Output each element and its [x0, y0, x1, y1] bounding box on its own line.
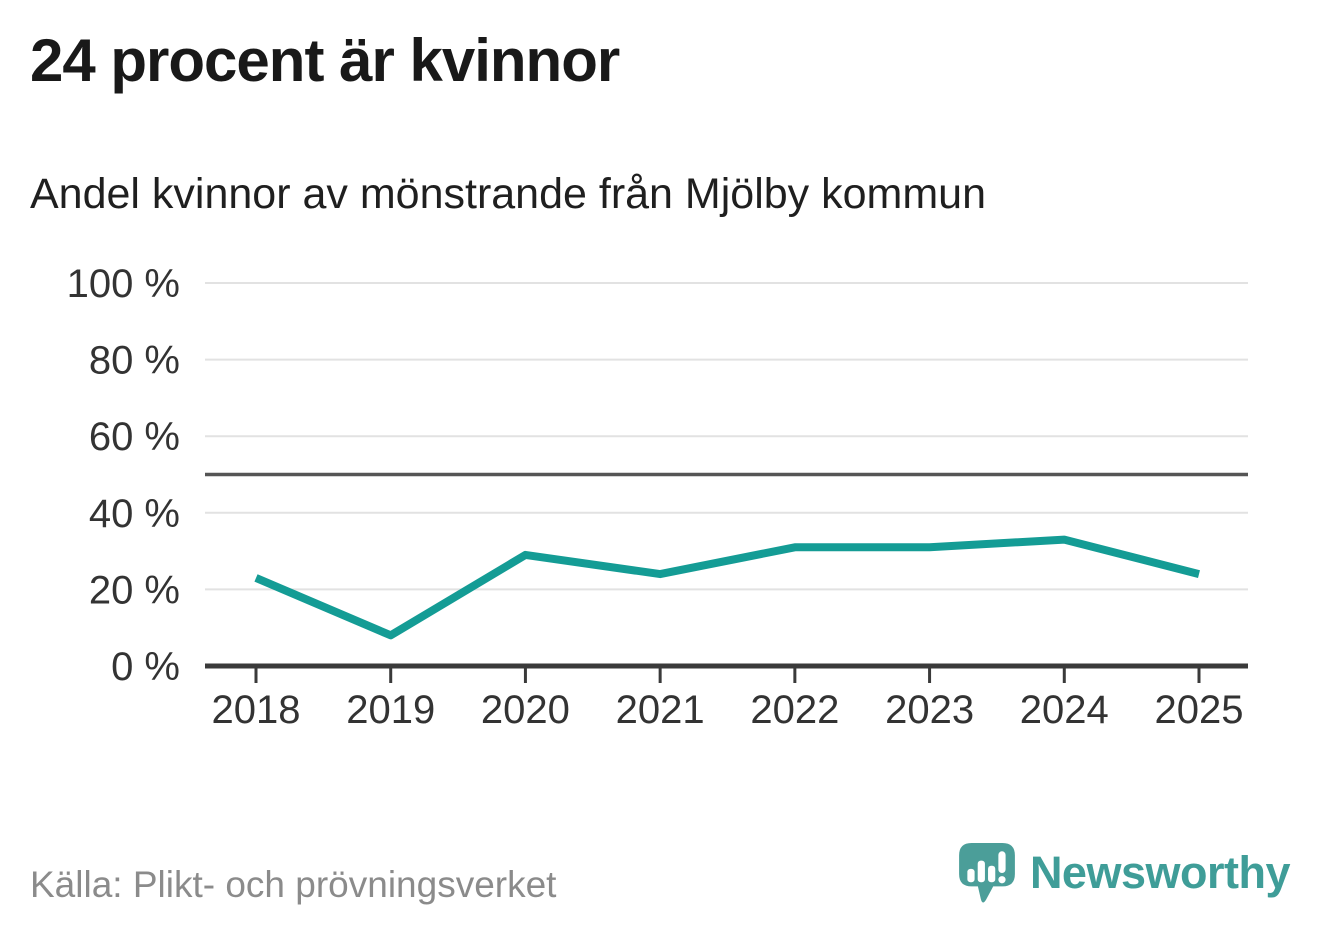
- x-axis-label-2018: 2018: [212, 688, 301, 732]
- x-axis-label-2021: 2021: [616, 688, 705, 732]
- newsworthy-logo: Newsworthy: [958, 842, 1291, 904]
- source-note: Källa: Plikt- och prövningsverket: [30, 864, 557, 905]
- x-axis-label-2019: 2019: [346, 688, 435, 732]
- x-axis-label-2023: 2023: [885, 688, 974, 732]
- line-chart: 0 % 20 % 40 % 60 % 80 % 100 % 2018 2019 2020 2021…: [67, 262, 1248, 732]
- newsworthy-logo-icon: [959, 843, 1015, 903]
- y-axis-label-60: 60 %: [89, 415, 180, 459]
- y-axis-label-0: 0 %: [111, 645, 180, 689]
- x-axis-label-2024: 2024: [1020, 688, 1109, 732]
- exclamation-icon: [998, 851, 1006, 884]
- y-axis-label-80: 80 %: [89, 339, 180, 383]
- y-axis-label-40: 40 %: [89, 492, 180, 536]
- x-axis-label-2020: 2020: [481, 688, 570, 732]
- x-axis-label-2025: 2025: [1155, 688, 1244, 732]
- brand-name: Newsworthy: [1029, 847, 1291, 898]
- y-axis-label-20: 20 %: [89, 568, 180, 612]
- y-axis-label-100: 100 %: [67, 262, 180, 306]
- page-title: 24 procent är kvinnor: [30, 27, 620, 94]
- data-line: [254, 535, 1200, 640]
- bar-chart-icon: [967, 860, 996, 883]
- chart-subtitle: Andel kvinnor av mönstrande från Mjölby …: [30, 170, 986, 218]
- x-axis-label-2022: 2022: [750, 688, 839, 732]
